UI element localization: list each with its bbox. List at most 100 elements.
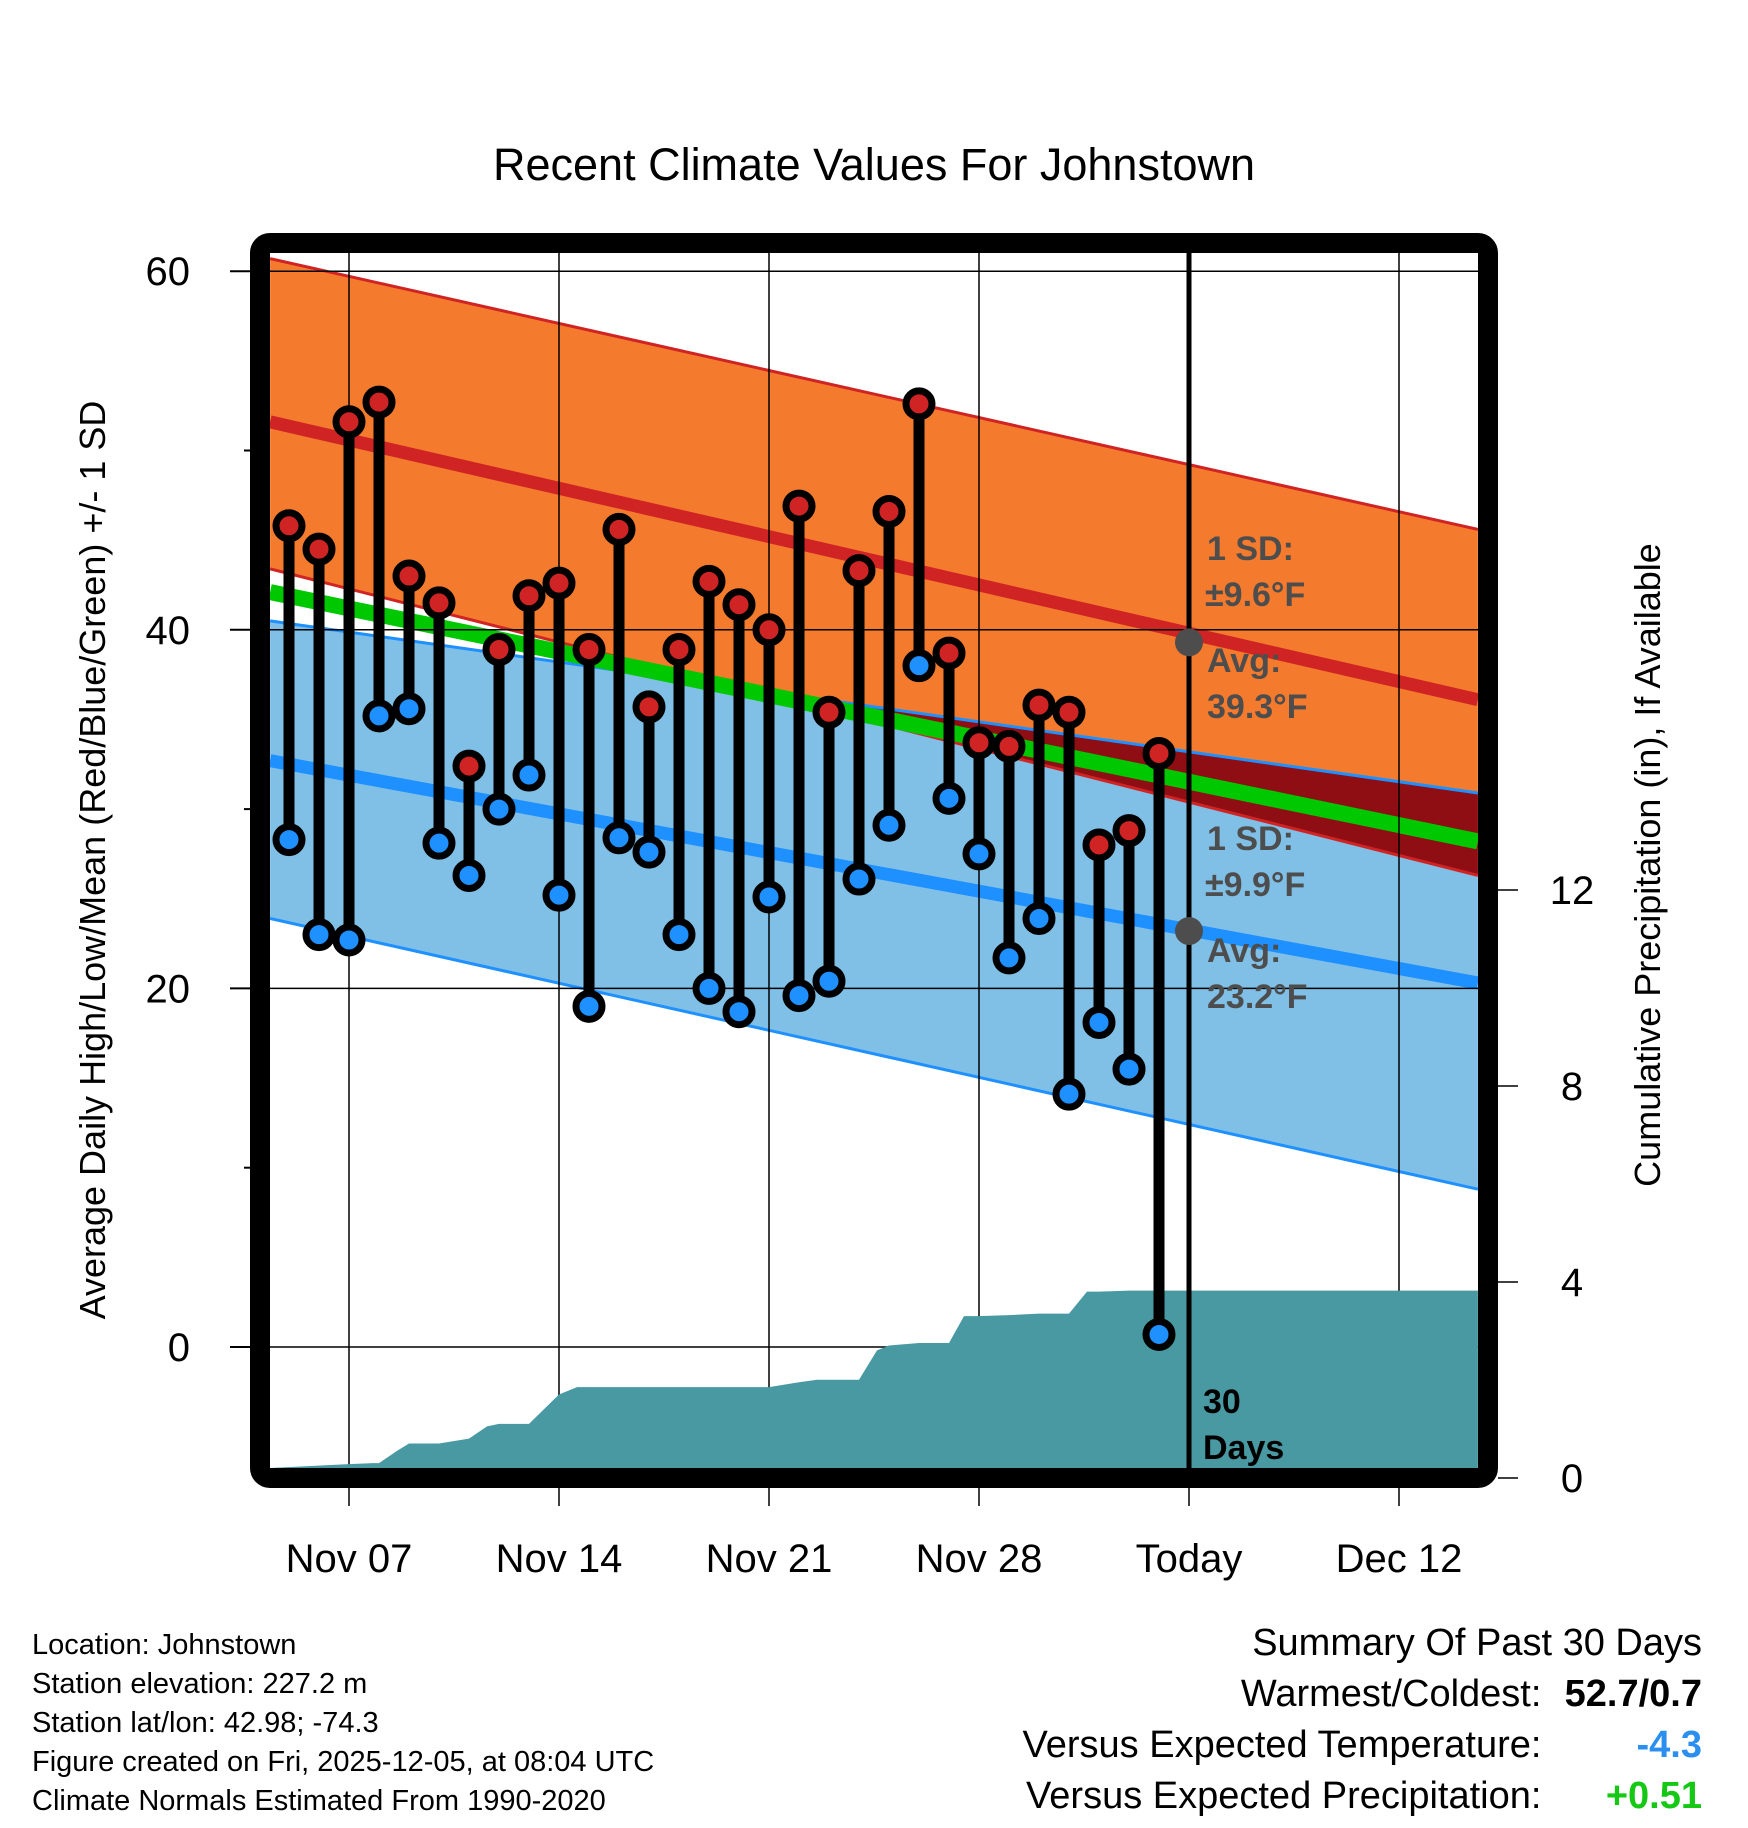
low-dot — [542, 878, 576, 912]
high-dot — [842, 554, 876, 588]
high-sd-label: 1 SD: — [1207, 530, 1294, 568]
low-dot — [1022, 901, 1056, 935]
normals-text: Climate Normals Estimated From 1990-2020 — [32, 1785, 606, 1817]
y-tick-label: 40 — [146, 609, 191, 653]
low-dot — [752, 880, 786, 914]
high-dot — [662, 633, 696, 667]
created-text: Figure created on Fri, 2025-12-05, at 08… — [32, 1746, 655, 1778]
day-stem-nov-12 — [482, 633, 516, 826]
day-stem-nov-17 — [632, 690, 666, 869]
day-stem-nov-27 — [932, 636, 966, 815]
observed-stems — [272, 385, 1176, 1351]
y2-tick-label: 12 — [1550, 869, 1595, 913]
low-avg-marker — [1175, 917, 1203, 946]
day-stem-nov-19 — [692, 564, 726, 1005]
day-stem-nov-18 — [662, 633, 696, 952]
elevation-text: Station elevation: 227.2 m — [32, 1668, 368, 1700]
location-text: Location: Johnstown — [32, 1629, 297, 1661]
low-dot — [422, 826, 456, 860]
high-dot — [542, 566, 576, 600]
day-stem-nov-25 — [872, 494, 906, 842]
high-avg-value: 39.3°F — [1207, 688, 1308, 726]
high-dot — [692, 564, 726, 598]
high-dot — [332, 405, 366, 439]
low-dot — [692, 971, 726, 1005]
mean-line — [270, 584, 1478, 850]
summary-warmest-coldest: Warmest/Coldest: 52.7/0.7 — [1023, 1669, 1702, 1720]
low-dot — [1082, 1005, 1116, 1039]
y2-axis-label: Cumulative Precipitation (in), If Availa… — [1627, 543, 1668, 1187]
low-dot — [812, 964, 846, 998]
high-dot — [512, 579, 546, 613]
low-dot — [662, 918, 696, 952]
summary-precip: Versus Expected Precipitation: +0.51 — [1023, 1771, 1702, 1822]
low-dot — [512, 758, 546, 792]
high-dot — [272, 509, 306, 543]
low-sd-value: ±9.9°F — [1205, 866, 1305, 904]
high-dot — [782, 489, 816, 523]
y-tick-label: 20 — [146, 967, 191, 1011]
days-label-text: Days — [1203, 1429, 1284, 1467]
day-stem-nov-15 — [572, 633, 606, 1023]
low-dot — [302, 918, 336, 952]
low-sd-lower-line — [270, 917, 1478, 1191]
low-dot — [482, 792, 516, 826]
low-dot — [872, 808, 906, 842]
day-stem-nov-24 — [842, 554, 876, 896]
y-tick-label: 60 — [146, 250, 191, 294]
low-dot — [782, 979, 816, 1013]
y2-tick-label: 0 — [1561, 1457, 1583, 1501]
low-dot — [272, 823, 306, 857]
plot-area — [270, 253, 1478, 1468]
high-dot — [482, 633, 516, 667]
precip-departure-value: +0.51 — [1605, 1775, 1702, 1817]
high-dot — [602, 512, 636, 546]
y2-tick-label: 8 — [1561, 1065, 1583, 1109]
latlon-text: Station lat/lon: 42.98; -74.3 — [32, 1707, 379, 1739]
low-dot — [452, 858, 486, 892]
axes: 0 20 40 60 0 4 8 12 Nov 07 Nov 14 Nov 21 Nov 28 Toda… — [146, 250, 1595, 1581]
climate-chart: Recent Climate Values For Johnstown 1 SD… — [72, 139, 1668, 1600]
high-sd-upper-line — [270, 257, 1478, 531]
low-dot — [362, 699, 396, 733]
low-dot — [722, 995, 756, 1029]
day-stem-nov-21 — [752, 613, 786, 914]
annotations: 1 SD: ±9.6°F Avg: 39.3°F 1 SD: ±9.9°F Av… — [1175, 530, 1308, 1467]
day-stem-nov-09 — [392, 559, 426, 726]
low-dot — [932, 781, 966, 815]
day-stem-nov-29 — [992, 729, 1026, 975]
low-dot — [902, 649, 936, 683]
day-stem-dec-01 — [1052, 695, 1086, 1111]
chart-title: Recent Climate Values For Johnstown — [493, 139, 1255, 190]
high-dot — [362, 385, 396, 419]
high-dot — [902, 387, 936, 421]
day-stem-nov-10 — [422, 586, 456, 860]
low-dot — [992, 941, 1026, 975]
warmest-coldest-value: 52.7/0.7 — [1564, 1673, 1702, 1715]
x-tick-label: Nov 14 — [496, 1537, 623, 1581]
station-info: Location: Johnstown Station elevation: 2… — [32, 1626, 654, 1821]
summary-heading: Summary Of Past 30 Days — [1252, 1622, 1702, 1664]
high-dot — [722, 588, 756, 622]
high-dot — [752, 613, 786, 647]
day-stem-nov-16 — [602, 512, 636, 855]
y-axis-label: Average Daily High/Low/Mean (Red/Blue/Gr… — [72, 401, 113, 1320]
low-avg-label: Avg: — [1207, 932, 1281, 970]
day-stem-nov-11 — [452, 749, 486, 892]
day-stem-nov-06 — [302, 532, 336, 952]
day-stem-nov-28 — [962, 726, 996, 871]
x-tick-label: Nov 07 — [286, 1537, 413, 1581]
day-stem-nov-22 — [782, 489, 816, 1013]
high-dot — [1052, 695, 1086, 729]
high-dot — [1082, 828, 1116, 862]
day-stem-dec-03 — [1112, 814, 1146, 1086]
low-dot — [602, 821, 636, 855]
day-stem-dec-02 — [1082, 828, 1116, 1039]
summary-temp: Versus Expected Temperature: -4.3 — [1023, 1720, 1702, 1771]
y-tick-label: 0 — [168, 1326, 190, 1370]
high-dot — [452, 749, 486, 783]
low-dot — [632, 835, 666, 869]
day-stem-nov-08 — [362, 385, 396, 733]
low-dot — [1052, 1077, 1086, 1111]
temp-departure-label: Versus Expected Temperature: — [1022, 1724, 1542, 1766]
